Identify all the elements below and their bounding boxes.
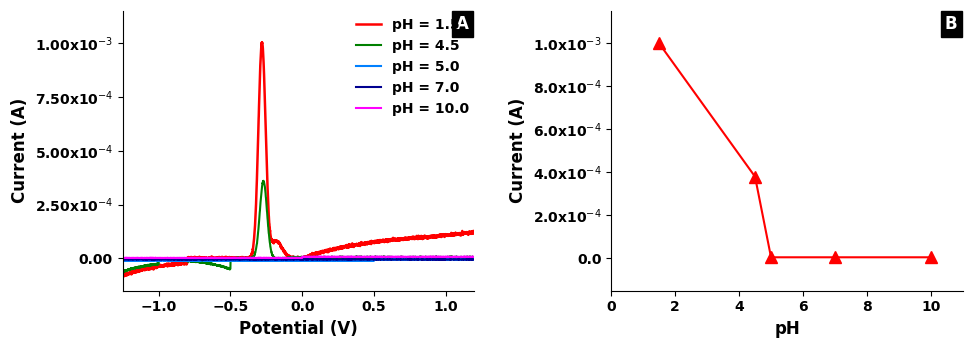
pH = 5.0: [381, 257, 393, 261]
pH = 10.0: [462, 255, 473, 259]
pH = 4.5: [257, 179, 269, 183]
pH = 7.0: [252, 258, 264, 262]
pH = 10.0: [468, 255, 480, 259]
pH = 4.5: [251, 236, 263, 240]
pH = 5.0: [117, 259, 129, 263]
pH = 7.0: [392, 257, 403, 261]
pH = 1.5: [119, 274, 131, 279]
Text: A: A: [456, 15, 469, 33]
X-axis label: pH: pH: [774, 320, 800, 338]
pH = 1.5: [252, 151, 264, 156]
pH = 4.5: [267, 254, 279, 259]
Legend: pH = 1.5, pH = 4.5, pH = 5.0, pH = 7.0, pH = 10.0: pH = 1.5, pH = 4.5, pH = 5.0, pH = 7.0, …: [351, 13, 474, 121]
pH = 4.5: [157, 258, 169, 262]
pH = 10.0: [178, 256, 190, 260]
pH = 4.5: [462, 255, 473, 259]
pH = 1.5: [117, 273, 129, 277]
pH = 10.0: [267, 256, 279, 260]
pH = 7.0: [462, 257, 473, 261]
pH = 4.5: [117, 270, 129, 274]
Text: B: B: [945, 15, 957, 33]
pH = 7.0: [267, 257, 279, 261]
pH = 1.5: [468, 230, 480, 235]
pH = 10.0: [157, 256, 169, 260]
pH = 7.0: [178, 257, 190, 261]
pH = 7.0: [157, 257, 169, 261]
pH = 5.0: [178, 259, 190, 263]
pH = 7.0: [468, 258, 480, 262]
Y-axis label: Current (A): Current (A): [11, 98, 29, 203]
pH = 5.0: [306, 259, 318, 263]
pH = 5.0: [157, 258, 169, 262]
pH = 10.0: [285, 256, 297, 260]
pH = 4.5: [468, 255, 480, 260]
X-axis label: Potential (V): Potential (V): [240, 320, 358, 338]
Line: pH = 7.0: pH = 7.0: [123, 259, 474, 260]
pH = 1.5: [157, 264, 169, 268]
pH = 5.0: [267, 259, 279, 263]
pH = 1.5: [178, 261, 190, 265]
pH = 7.0: [207, 258, 219, 262]
Y-axis label: Current (A): Current (A): [509, 98, 527, 203]
pH = 1.5: [267, 239, 279, 244]
Line: pH = 4.5: pH = 4.5: [123, 181, 474, 272]
pH = 5.0: [251, 258, 263, 262]
pH = 10.0: [345, 254, 356, 259]
pH = 1.5: [424, 234, 435, 238]
pH = 10.0: [117, 256, 129, 260]
pH = 4.5: [178, 258, 190, 262]
pH = 5.0: [468, 257, 480, 261]
pH = 10.0: [251, 256, 263, 260]
pH = 7.0: [424, 257, 435, 261]
pH = 7.0: [117, 257, 129, 261]
pH = 1.5: [256, 40, 268, 44]
Line: pH = 1.5: pH = 1.5: [123, 42, 474, 276]
Line: pH = 10.0: pH = 10.0: [123, 257, 474, 258]
pH = 5.0: [462, 257, 473, 261]
pH = 1.5: [462, 230, 473, 235]
pH = 10.0: [424, 255, 435, 259]
pH = 5.0: [424, 257, 435, 261]
pH = 4.5: [424, 255, 435, 259]
Line: pH = 5.0: pH = 5.0: [123, 259, 474, 261]
